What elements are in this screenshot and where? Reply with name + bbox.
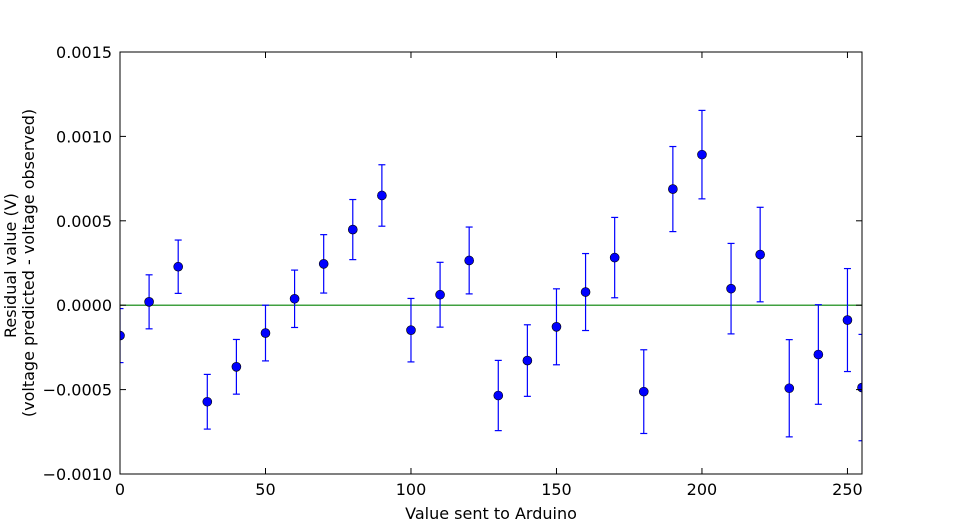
data-point — [493, 390, 504, 401]
y-tick-label: −0.0010 — [43, 465, 112, 484]
data-point — [464, 255, 474, 266]
data-point — [260, 328, 271, 338]
data-point — [318, 259, 329, 269]
data-point — [231, 362, 242, 372]
x-tick-label: 150 — [541, 480, 572, 499]
data-point — [120, 330, 125, 341]
data-point — [755, 249, 765, 260]
x-tick-label: 0 — [115, 480, 125, 499]
plot-area — [120, 52, 862, 474]
y-tick-label: 0.0005 — [56, 212, 112, 231]
x-axis-title: Value sent to Arduino — [405, 504, 577, 523]
y-tick-label: −0.0005 — [43, 381, 112, 400]
y-axis-title-line-2: (voltage predicted - voltage observed) — [19, 109, 38, 417]
data-point — [580, 287, 591, 297]
data-point — [377, 190, 387, 201]
data-point — [522, 355, 533, 366]
data-point — [638, 386, 649, 397]
data-point — [668, 184, 678, 194]
data-point — [406, 325, 416, 335]
data-point — [726, 283, 736, 294]
x-tick-label: 250 — [832, 480, 863, 499]
x-tick-label: 200 — [687, 480, 718, 499]
data-point — [347, 224, 358, 235]
y-tick-label: 0.0015 — [56, 43, 112, 62]
data-point — [842, 315, 853, 325]
x-tick-label: 100 — [396, 480, 427, 499]
data-point — [609, 252, 620, 263]
y-tick-label: 0.0000 — [56, 296, 112, 315]
data-point — [551, 322, 562, 332]
y-axis-title: Residual value (V) (voltage predicted - … — [1, 109, 38, 417]
data-point — [435, 289, 445, 300]
data-point — [784, 383, 795, 394]
x-tick-label: 50 — [255, 480, 275, 499]
plot-frame — [119, 51, 863, 475]
data-point — [813, 349, 824, 360]
y-tick-label: 0.0010 — [56, 127, 112, 146]
y-axis-title-line-1: Residual value (V) — [1, 193, 20, 338]
data-point — [202, 396, 213, 407]
data-point — [697, 149, 707, 160]
data-point — [144, 297, 154, 307]
data-point — [289, 293, 300, 304]
data-point — [173, 261, 183, 272]
